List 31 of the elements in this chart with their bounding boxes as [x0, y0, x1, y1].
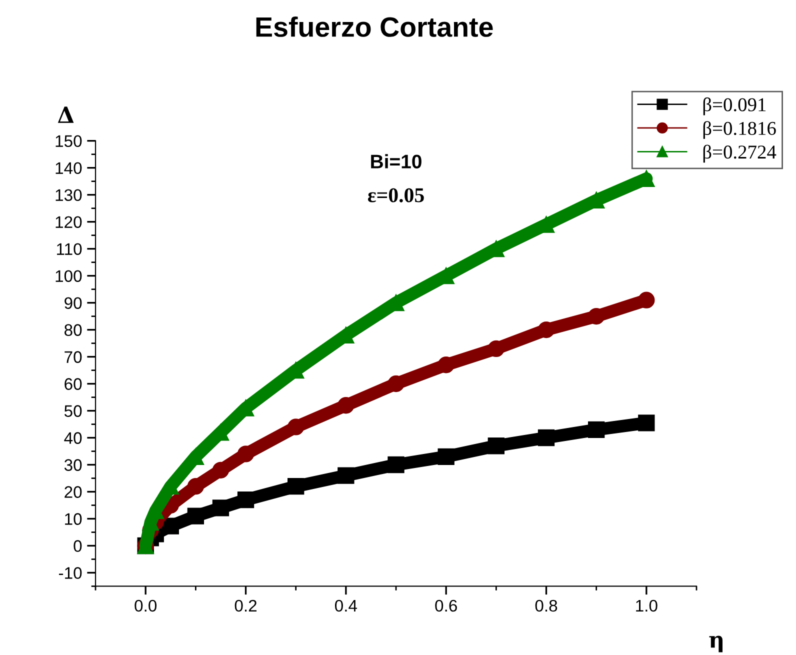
x-tick-label: 0.6 — [435, 600, 457, 612]
y-tick-label: 40 — [64, 432, 82, 444]
y-tick-label: 70 — [64, 351, 82, 363]
y-tick-label: 140 — [56, 162, 82, 174]
y-tick-label: 100 — [56, 270, 82, 282]
y-axis-title: Δ — [58, 106, 74, 123]
y-tick-label: 20 — [64, 486, 82, 498]
annotation: Bi=10 — [371, 154, 422, 168]
y-tick-label: 80 — [64, 324, 82, 336]
x-tick-label: 0.0 — [134, 600, 157, 612]
y-tick-label: 0 — [74, 540, 82, 552]
y-tick-label: -10 — [58, 567, 82, 579]
legend-label: β=0.091 — [703, 97, 766, 116]
x-tick-label: 0.4 — [334, 600, 358, 612]
x-axis-title: η — [709, 636, 723, 652]
y-tick-label: 30 — [64, 459, 82, 471]
y-tick-label: 60 — [64, 378, 82, 390]
y-tick-label: 90 — [64, 297, 82, 309]
legend-label: β=0.1816 — [703, 121, 776, 139]
chart-title: Esfuerzo Cortante — [256, 16, 493, 37]
x-tick-label: 1.0 — [636, 600, 658, 612]
legend-label: β=0.2724 — [703, 144, 776, 163]
x-tick-label: 0.2 — [234, 600, 257, 612]
y-tick-label: 120 — [56, 216, 82, 228]
y-tick-label: 50 — [64, 405, 82, 417]
y-tick-label: 130 — [56, 189, 82, 202]
y-tick-label: 10 — [65, 513, 82, 525]
x-tick-label: 0.8 — [535, 600, 558, 612]
annotation: ε=0.05 — [368, 188, 424, 202]
y-tick-label: 110 — [57, 243, 82, 256]
y-tick-label: 150 — [56, 135, 82, 148]
